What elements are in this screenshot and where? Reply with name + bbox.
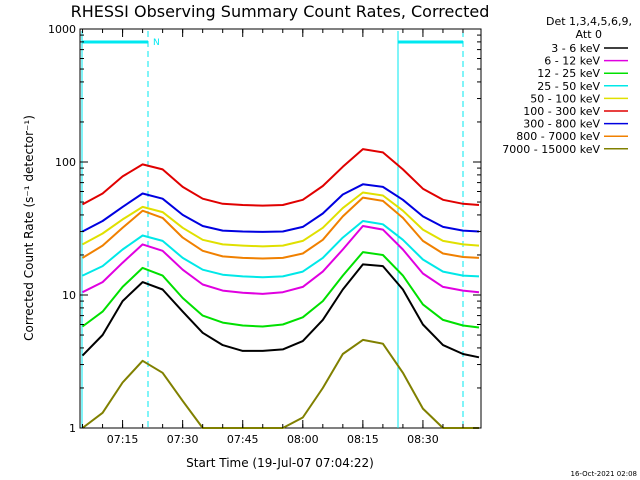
y-tick-label: 10 [62,289,76,302]
series-line [82,148,480,207]
x-axis-title: Start Time (19-Jul-07 07:04:22) [186,456,374,470]
legend-label: 3 - 6 keV [551,42,600,55]
legend-header-line-1: Det 1,3,4,5,6,9, [546,15,632,28]
series-line [82,225,480,295]
legend-label: 7000 - 15000 keV [502,143,600,156]
render-timestamp: 16-Oct-2021 02:08 [571,470,637,478]
series-line [81,251,480,329]
y-tick-label: 100 [55,156,76,169]
series-line [82,183,480,233]
series-line [82,191,480,248]
x-tick-label: 07:45 [227,433,259,446]
attenuator-markers: N [81,31,464,428]
y-tick-label: 1 [69,422,76,435]
x-tick-label: 08:00 [287,433,319,446]
legend-header-line-2: Att 0 [576,28,602,41]
series-line [81,263,480,359]
legend-label: 12 - 25 keV [537,67,600,80]
legend-label: 100 - 300 keV [523,105,600,118]
legend-label: 25 - 50 keV [537,80,600,93]
y-axis-title: Corrected Count Rate (s⁻¹ detector⁻¹) [22,115,36,341]
legend-label: 300 - 800 keV [523,118,600,131]
legend-label: 6 - 12 keV [544,55,600,68]
legend-label: 800 - 7000 keV [516,130,600,143]
state-marker-label: N [153,38,160,48]
chart-title: RHESSI Observing Summary Count Rates, Co… [71,2,490,21]
y-axis: 1 10 100 1000 [48,23,481,435]
series-line [81,338,479,429]
x-axis: 07:15 07:30 07:45 08:00 08:15 08:30 [82,29,464,446]
y-tick-label: 1000 [48,23,76,36]
series-line [82,220,480,279]
x-tick-label: 08:30 [407,433,439,446]
x-tick-label: 08:15 [347,433,379,446]
series-layer [81,148,480,429]
x-tick-label: 07:30 [167,433,199,446]
x-tick-label: 07:15 [107,433,139,446]
series-line [81,196,480,260]
legend-label: 50 - 100 keV [530,92,600,105]
